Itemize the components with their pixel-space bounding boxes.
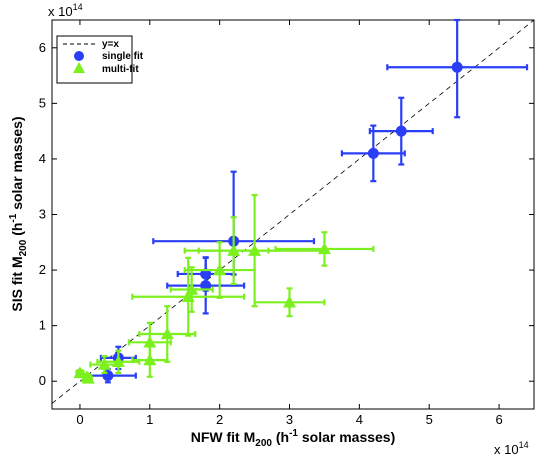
- y-tick-label: 0: [39, 373, 46, 388]
- series-layer: [73, 18, 529, 384]
- y-multiplier-exp: 14: [73, 2, 83, 12]
- data-point-multi-fit: [143, 353, 157, 366]
- x-multiplier-exp: 14: [519, 440, 529, 450]
- y-axis-label-sub: 200: [18, 239, 29, 256]
- data-point-multi-fit: [283, 295, 297, 308]
- data-point-multi-fit: [143, 335, 157, 348]
- x-tick-label: 3: [286, 412, 293, 427]
- tick-layer: 0 1 2 3 4 5 6 0 1 2 3 4 5 6: [39, 20, 534, 427]
- data-point-multi-fit: [213, 263, 227, 276]
- data-point-multi-fit: [160, 327, 174, 340]
- x-tick-label: 5: [426, 412, 433, 427]
- plot-area: [51, 19, 535, 410]
- legend-yx-label: y=x: [102, 39, 119, 50]
- x-tick-label: 2: [216, 412, 223, 427]
- y-tick-label: 6: [39, 40, 46, 55]
- data-point-multi-fit: [81, 371, 95, 384]
- reference-line-y-equals-x: [51, 19, 535, 404]
- series-multi-fit: [73, 193, 375, 384]
- y-axis-multiplier: x 1014: [48, 2, 83, 19]
- y-axis-label: SIS fit M200 (h-1 solar masses): [8, 116, 29, 311]
- x-tick-label: 1: [146, 412, 153, 427]
- x-tick-label: 0: [76, 412, 83, 427]
- x-axis-label: NFW fit M200 (h-1 solar masses): [191, 428, 396, 449]
- data-point-single-fit: [395, 125, 407, 137]
- data-point-multi-fit: [227, 244, 241, 256]
- legend: y=x single fit multi-fit: [56, 35, 144, 84]
- y-tick-label: 5: [39, 95, 46, 110]
- data-point-single-fit: [451, 61, 463, 73]
- x-axis-multiplier: x 1014: [494, 440, 529, 457]
- y-axis-label-main: SIS fit M: [9, 256, 25, 311]
- x-multiplier-base: x 10: [494, 442, 519, 457]
- y-tick-label: 4: [39, 151, 46, 166]
- y-tick-label: 3: [39, 207, 46, 222]
- legend-multi-fit-label: multi-fit: [102, 64, 139, 75]
- y-axis-label-tail: (h: [9, 223, 25, 240]
- x-tick-label: 6: [495, 412, 502, 427]
- x-axis-label-sub: 200: [255, 438, 272, 449]
- y-axis-label-sup: -1: [8, 213, 19, 222]
- data-point-multi-fit: [97, 358, 111, 370]
- y-tick-label: 1: [39, 318, 46, 333]
- x-tick-label: 4: [356, 412, 363, 427]
- x-axis-label-end: solar masses): [298, 429, 395, 445]
- y-tick-label: 2: [39, 262, 46, 277]
- data-point-single-fit: [367, 147, 379, 159]
- legend-multi-fit-marker: [73, 62, 85, 73]
- data-point-single-fit: [200, 280, 212, 292]
- x-axis-label-tail: (h: [272, 429, 289, 445]
- legend-single-fit-label: single fit: [102, 51, 144, 62]
- y-multiplier-base: x 10: [48, 4, 73, 19]
- x-axis-label-sup: -1: [289, 428, 298, 439]
- reference-line-layer: [51, 19, 535, 404]
- data-point-multi-fit: [185, 283, 199, 295]
- y-axis-label-end: solar masses): [9, 116, 25, 213]
- legend-single-fit-marker: [74, 51, 84, 61]
- x-axis-label-main: NFW fit M: [191, 429, 256, 445]
